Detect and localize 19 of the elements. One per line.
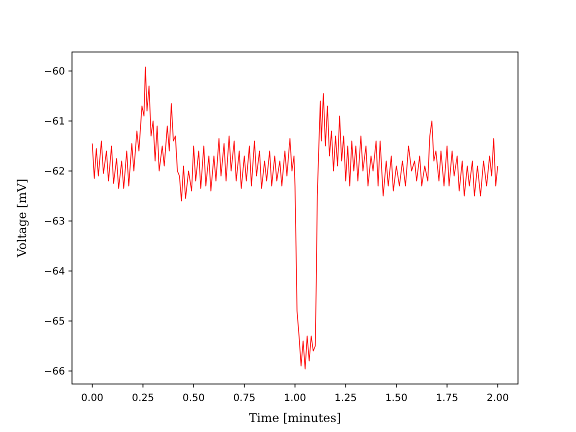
y-tick-label: −65 [44, 316, 65, 328]
x-tick-label: 1.00 [284, 393, 306, 404]
y-axis-title: Voltage [mV] [15, 178, 29, 258]
x-axis-title: Time [minutes] [248, 411, 342, 425]
line-series [92, 66, 498, 370]
y-tick-label: −66 [44, 366, 65, 378]
x-tick-label: 0.75 [233, 393, 256, 404]
x-tick-label: 1.25 [334, 393, 357, 404]
x-tick-label: 2.00 [486, 393, 509, 404]
x-tick-label: 1.50 [385, 393, 408, 404]
y-tick-label: −61 [44, 116, 65, 128]
y-tick-label: −60 [44, 66, 65, 78]
y-tick-label: −63 [44, 216, 65, 228]
x-tick-label: 1.75 [436, 393, 458, 404]
x-tick-label: 0.00 [81, 393, 104, 404]
x-tick-label: 0.50 [182, 393, 205, 404]
y-tick-label: −62 [44, 166, 65, 178]
y-tick-label: −64 [44, 266, 65, 278]
x-tick-label: 0.25 [132, 393, 154, 404]
